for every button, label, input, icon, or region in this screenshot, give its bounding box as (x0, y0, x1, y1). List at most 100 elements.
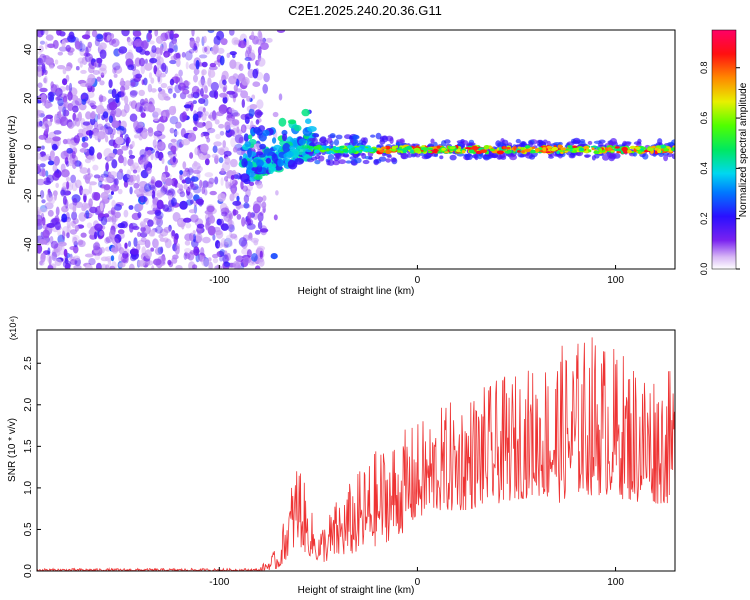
noise-blob (189, 102, 194, 112)
noise-blob (72, 255, 81, 261)
noise-blob (232, 200, 242, 206)
noise-blob (150, 176, 156, 185)
noise-blob (74, 201, 83, 208)
signal-core (427, 147, 434, 151)
noise-blob (128, 205, 134, 210)
noise-blob (43, 69, 48, 76)
noise-blob (118, 168, 123, 174)
noise-blob (45, 57, 54, 66)
signal-core (410, 149, 414, 154)
noise-blob (200, 75, 205, 86)
noise-blob (164, 53, 169, 58)
heatmap-x-ticks: -100 0 100 (209, 265, 624, 286)
noise-blob (154, 209, 162, 216)
noise-blob (198, 98, 206, 104)
signal-halo (333, 139, 340, 146)
noise-blob (241, 125, 245, 132)
signal-core (305, 149, 312, 153)
noise-blob (232, 112, 240, 117)
noise-blob (231, 119, 240, 126)
noise-blob (171, 230, 176, 237)
noise-blob (150, 77, 155, 84)
onset-blob (256, 159, 264, 167)
noise-blob (256, 99, 264, 110)
noise-blob (217, 147, 225, 155)
noise-blob (155, 211, 164, 220)
noise-blob (170, 145, 177, 153)
noise-blob (278, 93, 283, 101)
noise-blob (40, 93, 47, 104)
signal-core (607, 146, 612, 151)
noise-blob (252, 203, 261, 214)
signal-core (616, 151, 620, 154)
noise-blob (237, 73, 246, 82)
signal-halo (509, 154, 517, 161)
onset-blob (248, 134, 253, 140)
noise-blob (163, 111, 166, 121)
onset-blob (244, 141, 251, 148)
noise-blob (172, 254, 179, 260)
signal-halo (373, 159, 380, 166)
noise-blob (38, 239, 47, 245)
snr-y-tick-label: 2.5 (23, 356, 34, 370)
signal-halo (515, 138, 521, 144)
noise-blob (81, 205, 87, 212)
noise-blob (108, 101, 118, 111)
noise-blob (129, 90, 138, 96)
colorbar-tick-label: 0.2 (699, 212, 709, 225)
noise-blob (86, 77, 95, 86)
noise-blob (181, 221, 185, 230)
onset-blob (255, 129, 263, 136)
noise-blob (64, 199, 69, 209)
noise-blob (188, 209, 196, 214)
noise-blob (103, 170, 109, 177)
noise-blob (200, 143, 209, 153)
noise-blob (148, 184, 156, 190)
signal-halo (335, 134, 343, 140)
noise-blob (68, 82, 73, 93)
noise-blob (255, 119, 260, 125)
noise-blob (75, 179, 82, 189)
noise-blob (67, 103, 74, 111)
signal-core (314, 149, 320, 154)
onset-blob (250, 143, 254, 148)
noise-blob (257, 212, 264, 222)
noise-blob (84, 253, 94, 258)
signal-core (663, 148, 670, 152)
noise-blob (222, 86, 227, 93)
heatmap-x-tick-label: -100 (209, 275, 229, 286)
noise-blob (113, 203, 122, 211)
noise-blob (100, 191, 109, 200)
noise-blob (203, 188, 208, 196)
noise-blob (152, 107, 162, 116)
signal-halo (443, 139, 451, 144)
noise-blob (119, 80, 125, 86)
noise-blob (63, 248, 68, 258)
noise-blob (251, 253, 258, 262)
noise-blob (219, 92, 228, 98)
noise-blob (125, 136, 131, 144)
signal-halo (370, 134, 376, 138)
signal-core (521, 150, 525, 154)
noise-blob (122, 156, 127, 167)
onset-blob (287, 159, 296, 168)
noise-blob (132, 30, 142, 37)
noise-blob (185, 253, 191, 260)
signal-core (545, 151, 552, 154)
noise-blob (131, 140, 135, 148)
noise-blob (146, 210, 156, 215)
signal-core (436, 145, 441, 149)
noise-blob (65, 176, 71, 182)
signal-core (646, 147, 654, 152)
noise-blob (147, 104, 156, 113)
noise-blob (150, 247, 155, 252)
noise-blob (272, 111, 279, 118)
noise-blob (244, 50, 249, 59)
noise-blob (38, 45, 44, 53)
noise-blob (201, 61, 208, 68)
signal-core (454, 145, 459, 149)
noise-blob (155, 35, 164, 44)
signal-core (471, 145, 479, 151)
snr-y-tick-label: 1.0 (23, 481, 34, 495)
noise-blob (62, 80, 68, 85)
